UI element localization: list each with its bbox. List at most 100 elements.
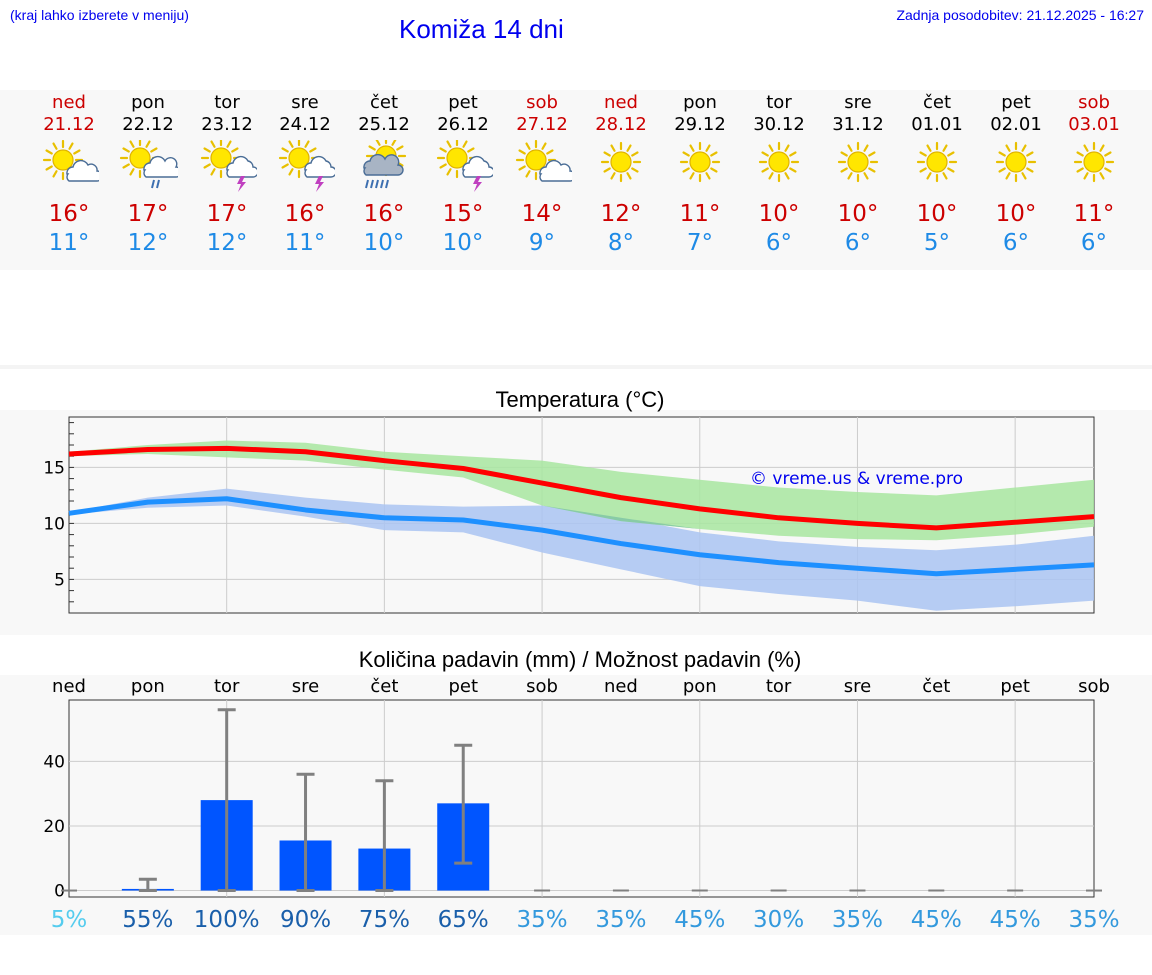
day-name: čet (369, 92, 399, 113)
sun-ray (942, 172, 948, 180)
sun-ray (868, 151, 876, 157)
sun-ray (705, 144, 711, 152)
sun-ray (1026, 151, 1034, 157)
sun-ray (368, 145, 376, 151)
raindrop (380, 179, 384, 189)
min-temp: 6° (1002, 230, 1030, 256)
sun-ray (145, 140, 151, 148)
sun-part (758, 141, 800, 183)
sun-ray (231, 147, 239, 153)
sun-ray (52, 142, 58, 150)
sun-cloud-rain-icon (119, 140, 178, 189)
sun-ray (525, 170, 531, 178)
day-date: 25.12 (358, 114, 410, 135)
day-column: pet 02.01 10° 6° (971, 92, 1061, 257)
day-column: sob 27.12 14° 9° (497, 92, 587, 257)
category-label: tor (766, 676, 792, 697)
location-hint[interactable]: (kraj lahko izberete v meniju) (10, 7, 189, 23)
sun-icon (600, 141, 642, 183)
sun-ray (518, 149, 526, 155)
probability-label: 55% (122, 907, 173, 933)
raindrop (156, 179, 160, 189)
sun-ray (68, 142, 74, 150)
icon-group (837, 141, 879, 183)
day-date: 28.12 (595, 114, 647, 135)
sun-ray (689, 144, 695, 152)
sun-disc (288, 147, 310, 169)
day-column: tor 30.12 10° 6° (734, 92, 824, 257)
sun-ray (129, 140, 135, 148)
max-temperature-line (68, 445, 1095, 531)
category-label: pet (448, 676, 478, 697)
sun-cloud-icon (515, 140, 572, 182)
sun-ray (610, 144, 616, 152)
max-temp: 17° (206, 201, 248, 227)
cloud-part (143, 155, 178, 178)
sun-ray (863, 172, 869, 180)
sun-ray (768, 144, 774, 152)
day-name: pet (1001, 92, 1031, 113)
day-column: pon 22.12 17° 12° (103, 92, 193, 257)
sun-ray (1076, 167, 1084, 173)
sun-disc (610, 151, 632, 173)
day-date: 27.12 (516, 114, 568, 135)
day-name: pon (683, 92, 717, 113)
sun-ray (768, 172, 774, 180)
raindrop (365, 179, 369, 189)
divider (0, 365, 1152, 369)
category-label: tor (214, 676, 240, 697)
sun-ray (210, 168, 216, 176)
probability-label: 45% (911, 907, 962, 933)
sun-thunderstorm-icon (436, 140, 493, 192)
probability-label: 35% (517, 907, 568, 933)
day-name: ned (604, 92, 638, 113)
sun-disc (926, 151, 948, 173)
day-name: sob (526, 92, 558, 113)
sun-disc (1083, 151, 1105, 173)
sun-ray (926, 144, 932, 152)
day-date: 03.01 (1068, 114, 1120, 135)
category-label: čet (370, 676, 398, 697)
sun-ray (1026, 167, 1034, 173)
category-label: sre (292, 676, 319, 697)
probability-label: 5% (51, 907, 88, 933)
sun-disc (689, 151, 711, 173)
day-name: tor (214, 92, 240, 113)
sun-part (1073, 141, 1115, 183)
day-date: 22.12 (122, 114, 174, 135)
sun-icon (1073, 141, 1115, 183)
sun-ray (1021, 172, 1027, 180)
temperature-chart: 5 10 15 © vreme.us & vreme.pro (43, 416, 1095, 614)
min-temp: 10° (442, 230, 484, 256)
cloud-part (363, 153, 404, 176)
sun-ray (603, 167, 611, 173)
max-temp: 10° (916, 201, 958, 227)
sun-ray (525, 142, 531, 150)
day-name: ned (52, 92, 86, 113)
probability-label: 90% (280, 907, 331, 933)
temperature-chart-title: Temperatura (°C) (495, 387, 665, 412)
sun-ray (45, 165, 53, 171)
precipitation-chart: ned pon tor sre čet pet sob ned pon tor sre čet pet s… (43, 676, 1119, 933)
sun-ray (288, 140, 294, 148)
sun-cloud-heavy-rain-icon (363, 140, 407, 189)
sun-ray (710, 167, 718, 173)
sun-ray (761, 167, 769, 173)
category-label: čet (922, 676, 950, 697)
max-temp: 11° (1073, 201, 1115, 227)
cloud-part (304, 155, 335, 178)
day-name: sob (1078, 92, 1110, 113)
sun-ray (789, 167, 797, 173)
sun-ray (682, 151, 690, 157)
day-date: 29.12 (674, 114, 726, 135)
cloud-part (66, 159, 99, 182)
sun-ray (73, 149, 81, 155)
min-temp: 5° (923, 230, 951, 256)
sun-ray (840, 167, 848, 173)
max-temp: 12° (600, 201, 642, 227)
sun-ray (446, 168, 452, 176)
day-column: sob 03.01 11° 6° (1049, 92, 1139, 257)
sun-ray (631, 167, 639, 173)
sun-part (837, 141, 879, 183)
max-temp: 11° (679, 201, 721, 227)
